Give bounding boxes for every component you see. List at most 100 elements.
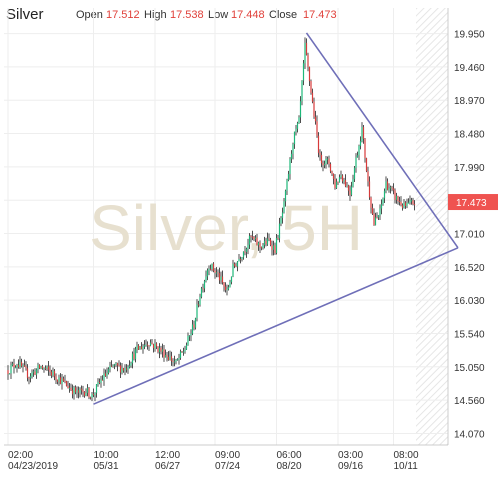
candle-body	[379, 208, 381, 216]
last-price-value: 17.473	[456, 198, 487, 209]
x-tick-time: 09:00	[215, 450, 240, 461]
candle-body	[328, 158, 330, 164]
candle-body	[365, 158, 368, 172]
candle-body	[49, 369, 51, 372]
candle-body	[310, 81, 312, 93]
candle-body	[160, 347, 162, 352]
candle-body	[148, 345, 150, 347]
candle-body	[181, 351, 183, 353]
candle-body	[71, 390, 74, 395]
candle-body	[275, 237, 278, 254]
candle-body	[202, 288, 204, 290]
candle-body	[361, 127, 363, 142]
candle-body	[403, 202, 405, 208]
candle-body	[79, 388, 81, 393]
candle-body	[179, 351, 182, 358]
candle-body	[61, 378, 63, 384]
candle-body	[238, 259, 240, 262]
candle-body	[97, 382, 99, 385]
candle-body	[25, 366, 27, 369]
candle-body	[308, 67, 311, 82]
candle-body	[191, 324, 194, 334]
y-tick-label: 18.970	[454, 96, 485, 107]
candle-body	[83, 391, 86, 396]
candle-body	[356, 155, 359, 158]
candle-body	[340, 175, 342, 178]
candle-body	[145, 344, 147, 346]
y-tick-label: 18.480	[454, 130, 485, 141]
candle-body	[127, 367, 129, 370]
candle-body	[388, 188, 390, 191]
candle-body	[109, 365, 111, 370]
candle-body	[266, 238, 269, 245]
candle-body	[347, 185, 350, 191]
open-value: 17.512	[106, 9, 140, 21]
x-tick-time: 06:00	[277, 450, 302, 461]
trendline-support[interactable]	[93, 247, 459, 405]
candle-body	[332, 173, 335, 179]
candle-body	[188, 335, 191, 337]
watermark: Silver, 5H	[89, 192, 363, 264]
candle-body	[299, 101, 302, 118]
candle-body	[215, 272, 218, 274]
candle-body	[211, 263, 213, 270]
candle-body	[244, 251, 246, 253]
candle-body	[28, 377, 30, 379]
candle-body	[236, 261, 239, 267]
candle-body	[398, 201, 401, 203]
candle-body	[11, 363, 14, 366]
candle-body	[17, 364, 20, 368]
candle-body	[40, 366, 42, 369]
candle-body	[404, 202, 407, 206]
candle-body	[346, 185, 348, 187]
candle-body	[368, 181, 371, 198]
candle-body	[362, 127, 365, 139]
trendline-resistance[interactable]	[305, 32, 459, 249]
candle-body	[166, 355, 168, 357]
candle-body	[62, 378, 65, 381]
candle-body	[307, 54, 309, 68]
candle-body	[31, 372, 33, 377]
candle-body	[305, 42, 308, 55]
candle-body	[355, 157, 357, 168]
candle-body	[412, 200, 414, 205]
candle-body	[350, 186, 353, 195]
candle-body	[19, 361, 21, 368]
candle-body	[151, 342, 153, 345]
candle-body	[103, 373, 105, 381]
candle-body	[344, 180, 347, 187]
candle-body	[41, 366, 44, 369]
candle-body	[277, 237, 279, 239]
x-tick-time: 10:00	[94, 450, 119, 461]
candle-body	[113, 364, 116, 366]
candle-body	[137, 345, 140, 350]
candle-body	[155, 343, 158, 347]
candle-body	[122, 368, 125, 371]
candle-body	[157, 346, 159, 353]
candle-body	[70, 387, 72, 391]
candle-body	[26, 368, 29, 378]
candle-body	[208, 268, 210, 271]
candle-body	[8, 373, 11, 375]
candle-body	[217, 272, 219, 274]
candle-body	[359, 141, 362, 146]
candle-body	[203, 281, 206, 289]
candle-body	[218, 273, 221, 281]
high-value: 17.538	[170, 9, 204, 21]
candle-body	[337, 181, 339, 183]
candle-body	[358, 145, 360, 156]
candle-body	[284, 190, 287, 202]
last-price-tag	[448, 194, 498, 211]
candle-body	[59, 377, 62, 384]
candle-body	[56, 379, 59, 382]
candle-body	[377, 215, 380, 218]
candle-body	[380, 204, 383, 209]
candle-body	[22, 365, 24, 367]
candle-body	[197, 304, 200, 306]
y-tick-label: 19.950	[454, 30, 485, 41]
candle-body	[29, 376, 32, 379]
candle-body	[175, 359, 177, 362]
x-tick-date: 05/31	[94, 461, 119, 472]
candle-body	[325, 158, 327, 164]
